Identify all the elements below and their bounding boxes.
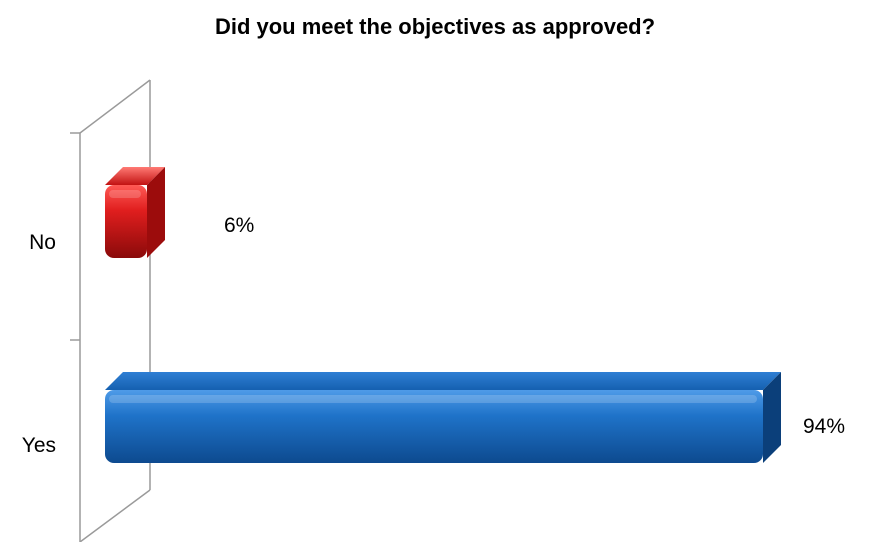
category-label-no: No	[29, 231, 56, 254]
bar-no	[105, 167, 165, 258]
axis-frame	[70, 79, 151, 542]
bar-end-face	[147, 167, 165, 258]
bar-highlight	[109, 395, 757, 403]
bar-top-face	[105, 167, 165, 185]
value-label-yes: 94%	[803, 415, 845, 438]
category-label-yes: Yes	[22, 434, 56, 457]
bars-layer	[105, 167, 781, 463]
bar-yes	[105, 372, 781, 463]
bar-top-face	[105, 372, 781, 390]
chart-title: Did you meet the objectives as approved?	[214, 14, 656, 39]
bar-front-face	[105, 185, 147, 258]
bar-end-face	[763, 372, 781, 463]
bar-front-face	[105, 390, 763, 463]
value-label-no: 6%	[224, 214, 254, 237]
bar-highlight	[109, 190, 141, 198]
